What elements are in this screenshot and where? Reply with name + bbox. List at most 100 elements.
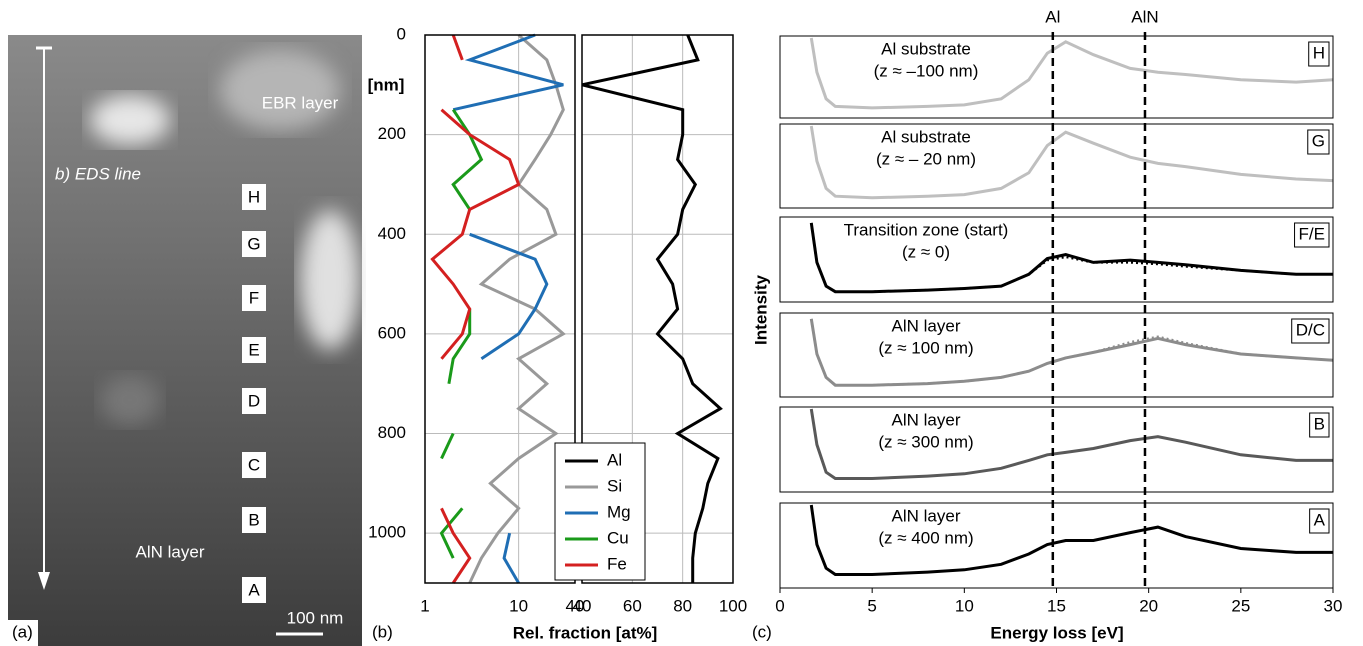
point-box bbox=[242, 577, 266, 603]
spectrum bbox=[809, 408, 1333, 480]
panel-label: (a) bbox=[12, 622, 33, 641]
point-box bbox=[242, 452, 266, 478]
profile-line bbox=[447, 309, 472, 384]
point-label: F bbox=[249, 288, 259, 307]
profile-line bbox=[502, 532, 520, 584]
plot-frame bbox=[779, 312, 1334, 398]
tag-box bbox=[1294, 222, 1330, 248]
plot-frame bbox=[424, 34, 576, 584]
plot-frame bbox=[779, 123, 1334, 209]
profile-line bbox=[581, 34, 723, 583]
micrograph bbox=[8, 35, 362, 646]
x-tick-label: 25 bbox=[1231, 596, 1250, 615]
y-tick-label: 200 bbox=[378, 124, 406, 143]
spectrum-label: AlN layer bbox=[892, 410, 961, 429]
spectrum-tag: A bbox=[1314, 510, 1326, 529]
panel-label: (c) bbox=[752, 622, 772, 641]
point-label: H bbox=[248, 187, 260, 206]
spectrum-label: AlN layer bbox=[892, 316, 961, 335]
point-label: B bbox=[248, 510, 259, 529]
spectrum-label: (z ≈ – 20 nm) bbox=[876, 149, 976, 168]
profile-line bbox=[440, 507, 472, 584]
profile-line bbox=[469, 232, 549, 361]
legend-label: Cu bbox=[607, 528, 629, 547]
point-box bbox=[242, 507, 266, 533]
point-label: G bbox=[247, 234, 260, 253]
y-tick-label: 400 bbox=[378, 224, 406, 243]
point-box bbox=[242, 388, 266, 414]
y-tick-label: 0 bbox=[397, 24, 406, 43]
spectrum-tag: B bbox=[1314, 414, 1325, 433]
profile-line bbox=[468, 33, 566, 584]
spectrum bbox=[809, 504, 1333, 576]
legend-label: Al bbox=[607, 450, 622, 469]
x-tick-label: 40 bbox=[566, 596, 585, 615]
profile-line bbox=[430, 108, 521, 360]
tag-box bbox=[1309, 508, 1330, 534]
point-label: A bbox=[248, 580, 260, 599]
x-tick-label: 60 bbox=[623, 596, 642, 615]
spectrum-label: (z ≈ –100 nm) bbox=[874, 61, 979, 80]
profile-line bbox=[451, 34, 464, 61]
legend-label: Si bbox=[607, 476, 622, 495]
tag-box bbox=[1291, 318, 1330, 344]
spectrum-label: (z ≈ 300 nm) bbox=[878, 432, 973, 451]
x-axis-label: Energy loss [eV] bbox=[990, 623, 1123, 642]
point-label: E bbox=[248, 340, 259, 359]
reference-label: AlN bbox=[1131, 7, 1158, 26]
x-tick-label: 1 bbox=[420, 596, 429, 615]
profile-line bbox=[451, 108, 484, 211]
tag-box bbox=[1308, 41, 1330, 67]
point-label: D bbox=[248, 391, 260, 410]
spectrum-label: Al substrate bbox=[881, 127, 971, 146]
tag-box bbox=[1309, 412, 1330, 438]
plot-frame bbox=[779, 216, 1334, 303]
spectrum-label: AlN layer bbox=[892, 506, 961, 525]
x-tick-label: 10 bbox=[509, 596, 528, 615]
point-box bbox=[242, 285, 266, 311]
annotation: EBR layer bbox=[262, 93, 339, 112]
reference-label: Al bbox=[1045, 7, 1060, 26]
y-tick-label: 600 bbox=[378, 323, 406, 342]
spectrum bbox=[809, 222, 1333, 294]
annotation: b) EDS line bbox=[55, 164, 141, 183]
spectrum-label: Al substrate bbox=[881, 39, 971, 58]
y-tick-label: 800 bbox=[378, 423, 406, 442]
scale-bar-label: 100 nm bbox=[287, 608, 344, 627]
point-label: C bbox=[248, 455, 260, 474]
point-box bbox=[242, 184, 266, 210]
x-tick-label: 10 bbox=[955, 596, 974, 615]
spectrum-tag: D/C bbox=[1296, 320, 1325, 339]
profile-line bbox=[452, 33, 564, 112]
x-tick-label: 40 bbox=[573, 596, 592, 615]
legend-label: Fe bbox=[607, 554, 627, 573]
plot-frame bbox=[581, 34, 734, 584]
x-axis-label: Rel. fraction [at%] bbox=[513, 623, 658, 642]
spectrum-label: Transition zone (start) bbox=[844, 220, 1009, 239]
legend-label: Mg bbox=[607, 502, 631, 521]
point-box bbox=[242, 231, 266, 257]
spectrum-dotted bbox=[810, 318, 1334, 387]
x-tick-label: 30 bbox=[1324, 596, 1343, 615]
x-tick-label: 80 bbox=[673, 596, 692, 615]
plot-frame bbox=[779, 35, 1334, 119]
profile-line bbox=[440, 432, 455, 460]
point-box bbox=[242, 337, 266, 363]
x-tick-label: 100 bbox=[719, 596, 747, 615]
annotation: AlN layer bbox=[136, 542, 205, 561]
x-tick-label: 0 bbox=[775, 596, 784, 615]
plot-frame bbox=[779, 406, 1334, 493]
spectrum-tag: H bbox=[1313, 43, 1325, 62]
panel-label: (b) bbox=[372, 622, 393, 641]
spectrum-label: (z ≈ 0) bbox=[902, 242, 950, 261]
tag-box bbox=[1307, 129, 1330, 155]
spectrum-label: (z ≈ 100 nm) bbox=[878, 338, 973, 357]
profile-line bbox=[439, 507, 464, 559]
spectrum bbox=[809, 125, 1334, 200]
y-axis-label: [nm] bbox=[368, 75, 405, 94]
y-axis-label: Intensity bbox=[751, 275, 770, 345]
y-tick-label: 1000 bbox=[368, 523, 406, 542]
x-tick-label: 20 bbox=[1139, 596, 1158, 615]
x-tick-label: 15 bbox=[1047, 596, 1066, 615]
